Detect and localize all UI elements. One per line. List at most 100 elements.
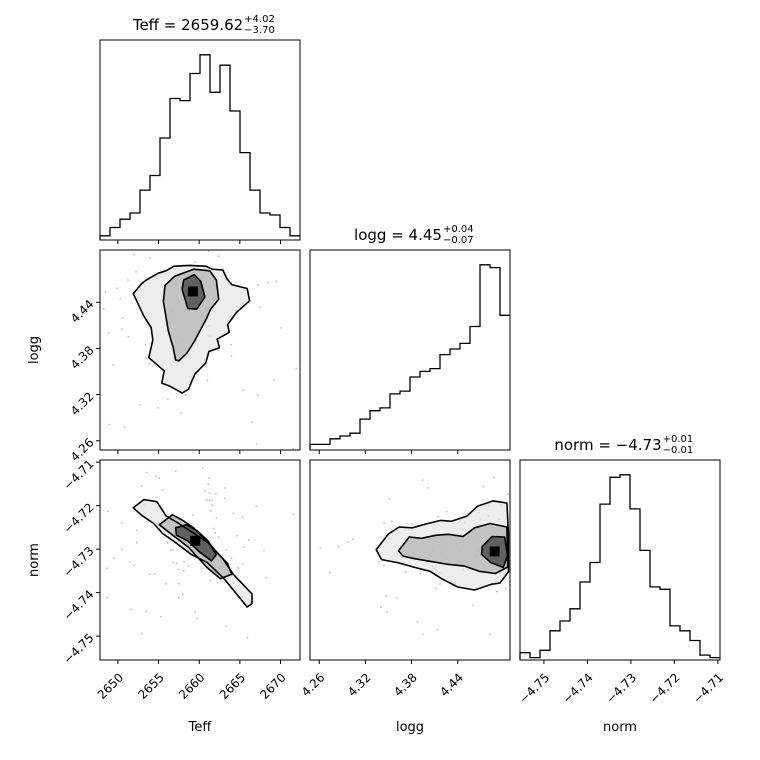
contour-line xyxy=(480,535,509,569)
scatter-point xyxy=(228,206,230,208)
scatter-point xyxy=(181,593,184,596)
scatter-point xyxy=(531,527,533,529)
scatter-point xyxy=(209,579,212,582)
scatter-point xyxy=(121,316,124,319)
x-tick-label: 4.26 xyxy=(299,670,328,699)
scatter-point xyxy=(209,509,212,512)
scatter-point xyxy=(493,476,495,479)
scatter-point xyxy=(204,490,206,493)
scatter-point xyxy=(116,287,118,290)
scatter-point xyxy=(250,421,253,424)
scatter-point xyxy=(165,582,167,585)
scatter-point xyxy=(255,505,257,508)
scatter-point xyxy=(377,560,380,563)
scatter-point xyxy=(119,297,122,300)
scatter-point xyxy=(206,499,208,501)
scatter-point xyxy=(106,596,109,599)
x-tick-label: 4.44 xyxy=(437,670,466,699)
scatter-point xyxy=(247,539,250,542)
scatter-point xyxy=(104,291,107,294)
scatter-point xyxy=(279,327,282,329)
x-axis-label-logg: logg xyxy=(396,720,424,735)
scatter-point xyxy=(178,596,180,599)
scatter-point xyxy=(190,247,192,249)
scatter-point xyxy=(224,497,226,500)
scatter-point xyxy=(434,587,437,590)
scatter-point xyxy=(108,423,110,426)
scatter-point xyxy=(265,576,268,579)
scatter-point xyxy=(259,306,262,309)
scatter-point xyxy=(328,571,331,574)
title-plus-error: +0.01 xyxy=(663,434,694,445)
scatter-point xyxy=(489,633,491,636)
scatter-point xyxy=(155,475,158,477)
scatter-point xyxy=(105,567,108,570)
scatter-point xyxy=(395,596,398,599)
histogram-Teff xyxy=(99,54,300,240)
scatter-point xyxy=(145,357,148,359)
scatter-point xyxy=(255,443,258,445)
y-tick-label: −4.75 xyxy=(61,631,97,667)
scatter-point xyxy=(237,566,240,569)
scatter-point xyxy=(209,221,211,223)
contour-line xyxy=(158,514,233,580)
scatter-point xyxy=(496,590,498,593)
y-tick-label: 4.26 xyxy=(68,435,97,464)
scatter-point xyxy=(194,261,197,263)
scatter-point xyxy=(230,343,232,346)
scatter-point xyxy=(184,393,187,396)
x-tick-label: −4.75 xyxy=(516,670,552,706)
scatter-point xyxy=(140,485,143,487)
y-axis-label-norm: norm xyxy=(27,543,42,577)
scatter-point xyxy=(170,456,172,458)
scatter-point xyxy=(102,307,105,310)
scatter-point xyxy=(201,445,203,447)
scatter-point xyxy=(182,570,185,572)
scatter-point xyxy=(256,394,259,397)
scatter-point xyxy=(543,575,545,577)
contour-line xyxy=(397,522,509,575)
scatter-point xyxy=(292,513,295,516)
scatter-point xyxy=(352,538,354,541)
title-minus-error: −0.01 xyxy=(663,445,694,456)
title-minus-error: −3.70 xyxy=(244,25,275,36)
scatter-point xyxy=(242,563,244,565)
density-panel-logg-Teff xyxy=(102,206,298,450)
y-tick-label: 4.44 xyxy=(68,297,97,326)
title-plus-error: +4.02 xyxy=(244,14,275,25)
scatter-point xyxy=(208,499,211,502)
scatter-point xyxy=(149,257,152,259)
contour-line xyxy=(174,524,218,562)
panel-frame xyxy=(309,459,511,661)
scatter-point xyxy=(445,510,448,513)
scatter-point xyxy=(241,516,244,518)
scatter-point xyxy=(337,545,340,548)
scatter-point xyxy=(347,541,350,543)
x-tick-label: 4.38 xyxy=(391,670,420,699)
scatter-point xyxy=(160,238,162,240)
scatter-point xyxy=(411,523,414,526)
title-norm: norm = −4.73 xyxy=(554,436,661,454)
scatter-point xyxy=(242,389,245,392)
scatter-point xyxy=(138,404,141,406)
scatter-point xyxy=(388,498,391,500)
density-fill xyxy=(398,523,508,574)
density-fill xyxy=(163,269,219,361)
scatter-point xyxy=(178,568,180,571)
scatter-point xyxy=(211,499,213,502)
scatter-point xyxy=(225,549,228,552)
title-plus-error: +0.04 xyxy=(443,224,474,235)
scatter-point xyxy=(225,625,227,627)
scatter-point xyxy=(215,493,217,495)
scatter-point xyxy=(404,571,407,574)
scatter-point xyxy=(133,253,136,256)
scatter-point xyxy=(112,364,114,366)
histogram-logg xyxy=(309,264,510,450)
scatter-point xyxy=(426,487,429,489)
scatter-point xyxy=(191,231,193,233)
scatter-point xyxy=(129,560,132,563)
scatter-point xyxy=(236,534,239,537)
panel-frame xyxy=(99,459,301,661)
scatter-point xyxy=(211,504,214,507)
